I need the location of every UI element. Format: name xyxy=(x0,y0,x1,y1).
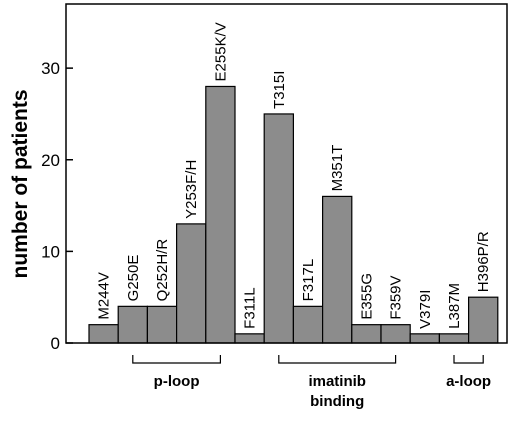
bar-label: G250E xyxy=(125,255,142,302)
bar-label: M244V xyxy=(96,272,113,320)
bar-labels-group: M244V G250E Q252H/R Y253F/H E255K/V F311L T315… xyxy=(96,22,493,329)
bar xyxy=(322,195,353,344)
y-axis-label: number of patients xyxy=(9,89,32,278)
bar xyxy=(292,305,324,344)
bar-label: E255K/V xyxy=(212,22,229,81)
region-label: a-loop xyxy=(446,373,491,390)
bar-label: L387M xyxy=(446,283,463,329)
region-bracket xyxy=(278,355,397,364)
bar xyxy=(205,85,236,344)
bar xyxy=(409,333,441,344)
bar xyxy=(263,113,295,344)
bar xyxy=(146,305,178,344)
bar-label: T315I xyxy=(271,71,288,109)
bar xyxy=(380,324,411,344)
bar xyxy=(351,324,382,344)
bar xyxy=(438,333,470,344)
y-tick-label: 0 xyxy=(51,334,60,353)
bar-label: F359V xyxy=(388,275,405,319)
regions-group: p-loop imatinib binding a-loop xyxy=(132,355,491,410)
y-tick-label: 20 xyxy=(41,151,60,170)
region-label: binding xyxy=(310,393,364,410)
region-label: imatinib xyxy=(308,373,366,390)
bar xyxy=(88,324,119,344)
y-ticks-group: 0 10 20 30 xyxy=(41,59,73,353)
y-tick-label: 10 xyxy=(41,242,60,261)
bar xyxy=(468,296,499,344)
bar xyxy=(234,333,265,344)
plot-frame xyxy=(65,3,508,344)
bar xyxy=(117,305,148,344)
bar-label: F311L xyxy=(242,287,259,328)
bar-label: Q252H/R xyxy=(154,239,171,302)
bars-group xyxy=(88,85,499,344)
axes-group xyxy=(65,3,508,344)
bar xyxy=(176,223,207,344)
bar-label: Y253F/H xyxy=(183,160,200,219)
region-label: p-loop xyxy=(154,373,200,390)
bar-label: E355G xyxy=(358,273,375,320)
region-bracket xyxy=(132,355,221,364)
bar-label: H396P/R xyxy=(475,231,492,292)
bar-label: V379I xyxy=(417,290,434,329)
y-tick-label: 30 xyxy=(41,59,60,78)
region-bracket xyxy=(453,355,484,364)
bar-label: F317L xyxy=(300,259,317,302)
bar-label: M351T xyxy=(329,145,346,192)
